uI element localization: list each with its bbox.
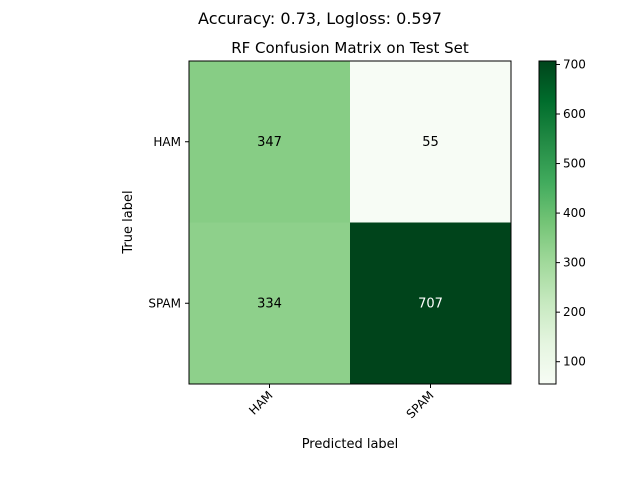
cell-value-labels: 347 55 334 707 — [257, 135, 443, 312]
colorbar-tick-label: 400 — [563, 206, 586, 220]
cell-value-label: 334 — [257, 296, 282, 311]
colorbar-tick-label: 600 — [563, 107, 586, 121]
heatmap-cell — [189, 222, 351, 385]
cell-value-label: 55 — [422, 135, 439, 150]
heatmap-cell — [350, 61, 512, 223]
colorbar-tick-label: 200 — [563, 305, 586, 319]
colorbar — [538, 60, 557, 385]
x-axis-label: Predicted label — [302, 437, 399, 452]
colorbar-tick-label: 300 — [563, 256, 586, 270]
suptitle: Accuracy: 0.73, Logloss: 0.597 — [198, 9, 442, 28]
heatmap-cells — [189, 61, 512, 385]
y-axis-label: True label — [121, 190, 136, 254]
colorbar-tick-label: 100 — [563, 355, 586, 369]
plot-frame — [188, 60, 512, 385]
cell-value-label: 707 — [418, 296, 443, 311]
chart-title: RF Confusion Matrix on Test Set — [231, 39, 469, 57]
x-axis-ticks: HAM SPAM — [246, 384, 437, 421]
y-tick-label: SPAM — [148, 296, 181, 310]
colorbar-tick-label: 700 — [563, 57, 586, 71]
heatmap-cell — [350, 222, 512, 385]
x-tick-label: SPAM — [404, 388, 437, 421]
y-tick-label: HAM — [153, 135, 181, 149]
cell-value-label: 347 — [257, 135, 282, 150]
heatmap-cell — [189, 61, 351, 223]
x-tick-label: HAM — [246, 388, 275, 417]
y-axis-ticks: HAM SPAM — [148, 135, 189, 310]
colorbar-tick-label: 500 — [563, 157, 586, 171]
colorbar-ticks: 100 200 300 400 500 600 700 — [556, 57, 586, 369]
